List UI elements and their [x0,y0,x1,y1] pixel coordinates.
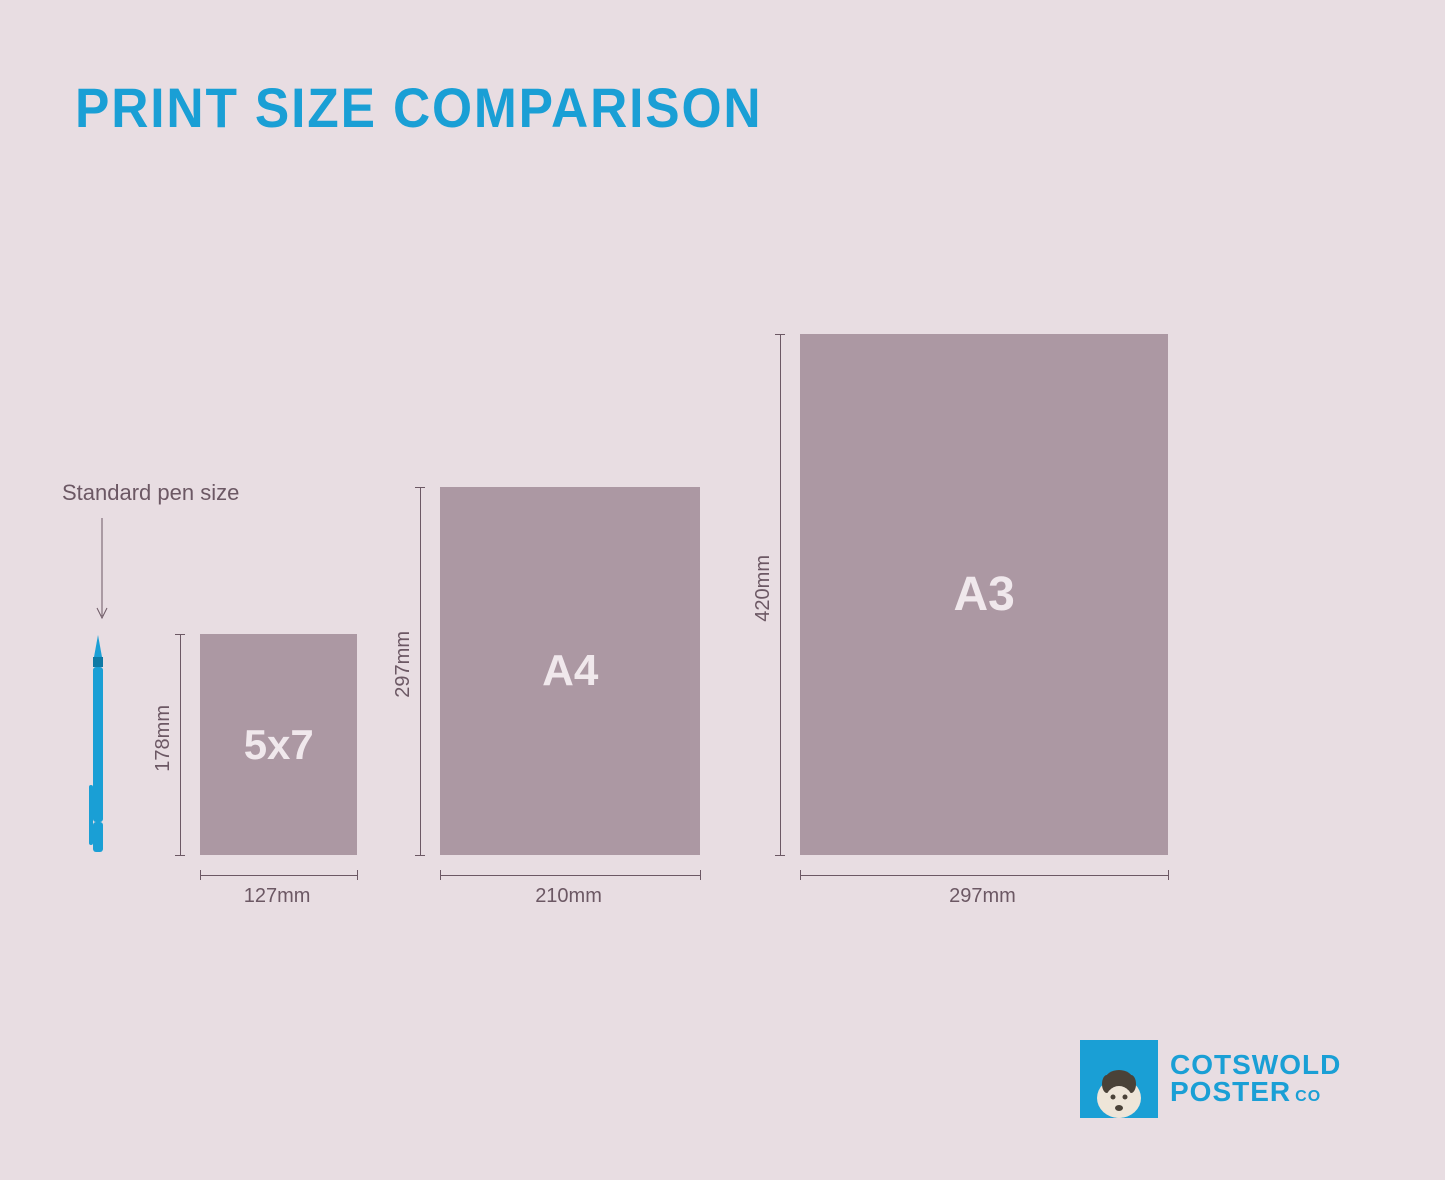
size-label-a3: A3 [953,567,1014,622]
logo-suffix: CO [1295,1089,1321,1104]
size-label-a4: A4 [542,646,598,696]
size-box-a3: A3 [800,334,1168,855]
dim-line-v-5x7 [180,634,181,855]
dim-height-a3: 420mm [752,555,775,622]
dim-width-5x7: 127mm [244,885,311,908]
dim-height-5x7: 178mm [152,705,175,772]
pen-icon [88,635,108,865]
dim-line-h-a3 [800,875,1168,876]
size-label-5x7: 5x7 [244,721,314,769]
logo-line1: COTSWOLD [1170,1052,1341,1079]
page-title: PRINT SIZE COMPARISON [75,75,762,140]
size-box-a4: A4 [440,487,700,855]
dim-height-a4: 297mm [392,631,415,698]
logo-square-icon [1080,1040,1158,1118]
dim-line-h-a4 [440,875,700,876]
dim-width-a4: 210mm [535,885,602,908]
dim-line-v-a3 [780,334,781,855]
pen-size-label: Standard pen size [62,480,239,506]
dim-line-v-a4 [420,487,421,855]
dim-width-a3: 297mm [949,885,1016,908]
dim-line-h-5x7 [200,875,357,876]
size-box-5x7: 5x7 [200,634,357,855]
logo-text: COTSWOLD POSTER CO [1170,1052,1341,1105]
brand-logo: COTSWOLD POSTER CO [1080,1040,1341,1118]
logo-line2: POSTER [1170,1079,1291,1106]
pen-arrow-icon [96,518,108,628]
